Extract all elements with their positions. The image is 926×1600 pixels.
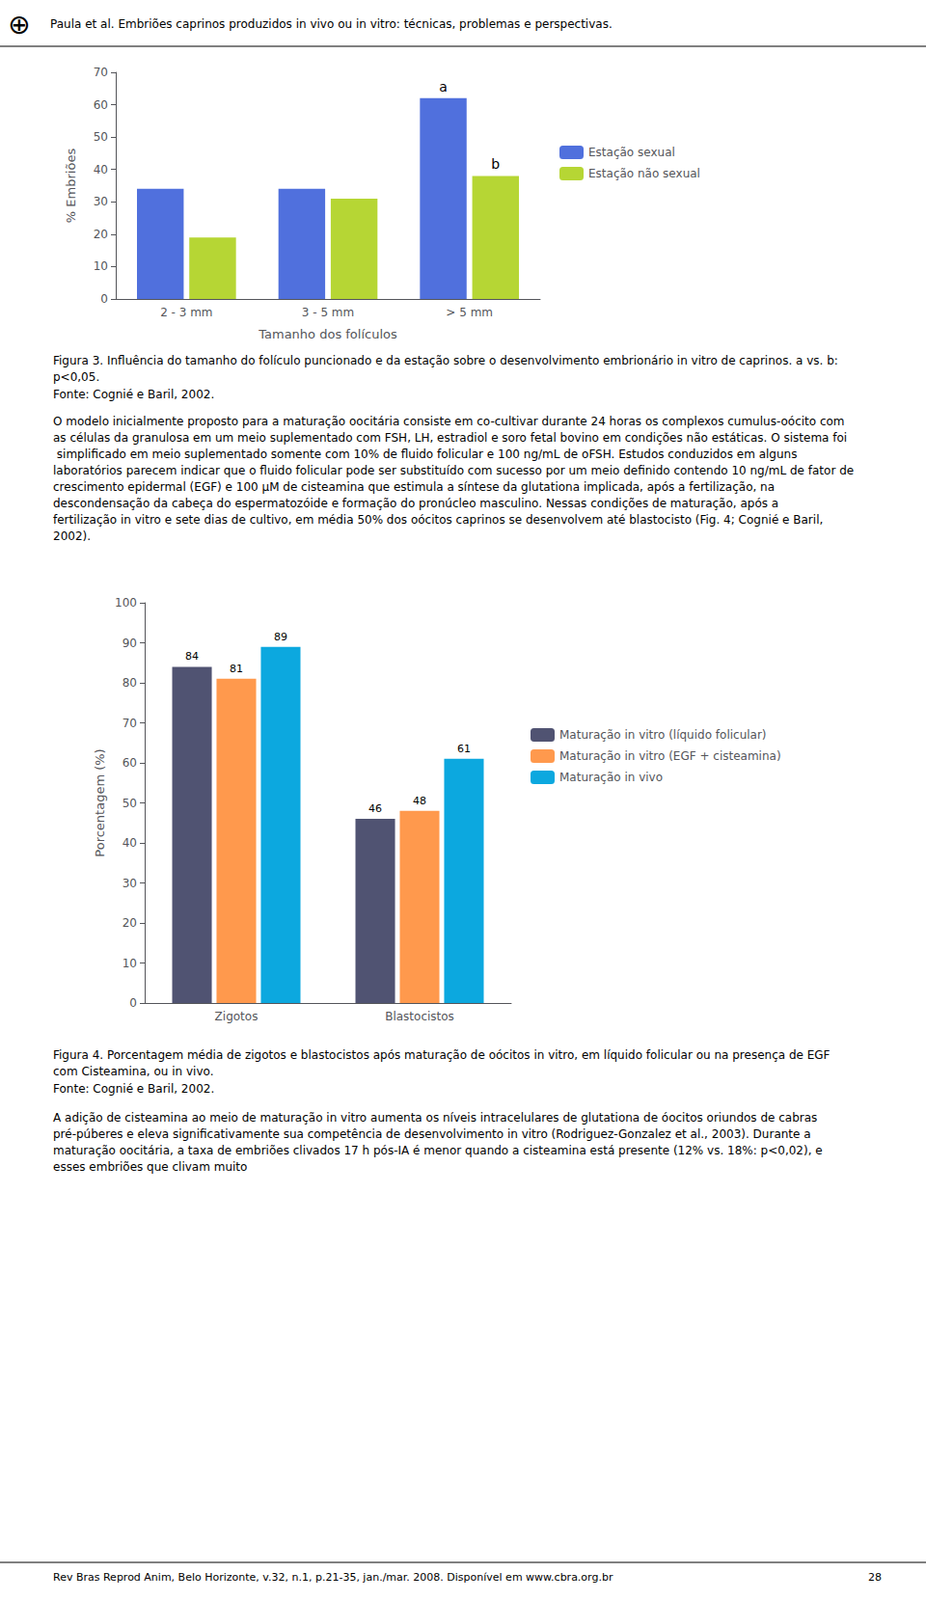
- svg-text:20: 20: [122, 916, 137, 930]
- svg-text:Maturação in vitro (EGF + cist: Maturação in vitro (EGF + cisteamina): [559, 749, 782, 763]
- svg-text:70: 70: [93, 65, 109, 80]
- svg-text:Maturação in vitro (líquido fo: Maturação in vitro (líquido folicular): [559, 728, 767, 742]
- svg-text:p<0,05.: p<0,05.: [53, 370, 100, 384]
- svg-text:pré-púberes e eleva significat: pré-púberes e eleva significativamente s…: [53, 1127, 815, 1142]
- svg-text:28: 28: [868, 1571, 882, 1584]
- svg-text:Tamanho dos folículos: Tamanho dos folículos: [257, 326, 398, 342]
- svg-text:2 - 3 mm: 2 - 3 mm: [160, 305, 213, 320]
- svg-text:descondensação da cabeça do es: descondensação da cabeça do espermatozói…: [53, 496, 783, 511]
- svg-text:0: 0: [129, 996, 137, 1010]
- svg-text:46: 46: [368, 802, 382, 816]
- svg-text:laboratórios parecem indicar q: laboratórios parecem indicar que o fluid…: [53, 463, 858, 478]
- svg-text:40: 40: [122, 836, 137, 850]
- svg-text:20: 20: [93, 227, 109, 242]
- svg-text:Estação não sexual: Estação não sexual: [588, 166, 701, 181]
- svg-text:Maturação in vivo: Maturação in vivo: [559, 770, 663, 785]
- svg-text:as células da granulosa em um: as células da granulosa em um meio suple…: [53, 431, 847, 445]
- svg-text:40: 40: [93, 163, 109, 177]
- svg-text:com Cisteamina, ou in vivo.: com Cisteamina, ou in vivo.: [53, 1064, 214, 1079]
- svg-text:a: a: [438, 79, 448, 95]
- svg-text:Figura 4. Porcentagem média de: Figura 4. Porcentagem média de zigotos e…: [53, 1048, 834, 1063]
- svg-text:Paula et al. Embriões caprinos: Paula et al. Embriões caprinos produzido…: [50, 17, 613, 31]
- svg-text:81: 81: [229, 662, 244, 676]
- svg-text:fertilização in vitro e sete d: fertilização in vitro e sete dias de cul…: [53, 513, 827, 527]
- svg-text:10: 10: [93, 259, 109, 273]
- svg-text:30: 30: [93, 194, 109, 209]
- svg-text:Fonte: Cognié e Baril, 2002.: Fonte: Cognié e Baril, 2002.: [53, 1082, 215, 1096]
- svg-text:⊕: ⊕: [7, 8, 30, 41]
- svg-text:O modelo inicialmente proposto: O modelo inicialmente proposto para a ma…: [53, 414, 848, 429]
- svg-text:2002).: 2002).: [53, 529, 91, 544]
- svg-text:30: 30: [122, 876, 137, 891]
- svg-text:50: 50: [93, 130, 109, 144]
- svg-text:60: 60: [93, 98, 109, 112]
- svg-text:% Embriões: % Embriões: [63, 148, 79, 224]
- svg-text:simplificado em meio suplement: simplificado em meio suplementado soment…: [53, 447, 801, 462]
- svg-text:48: 48: [412, 794, 427, 808]
- svg-text:84: 84: [185, 650, 199, 663]
- svg-text:100: 100: [114, 596, 137, 610]
- svg-text:esses embriões que clivam muit: esses embriões que clivam muito: [53, 1160, 247, 1174]
- svg-text:maturação oocitária, a taxa de: maturação oocitária, a taxa de embriões …: [53, 1143, 827, 1158]
- svg-text:Figura 3. Influência do tamanh: Figura 3. Influência do tamanho do folíc…: [53, 354, 843, 368]
- svg-text:Fonte: Cognié e Baril, 2002.: Fonte: Cognié e Baril, 2002.: [53, 387, 215, 402]
- svg-text:3 - 5 mm: 3 - 5 mm: [301, 305, 355, 320]
- svg-text:Porcentagem (%): Porcentagem (%): [92, 748, 108, 857]
- svg-text:61: 61: [457, 742, 471, 756]
- svg-text:89: 89: [273, 630, 288, 644]
- svg-text:70: 70: [122, 716, 137, 731]
- svg-text:Estação sexual: Estação sexual: [588, 145, 676, 160]
- svg-text:Rev Bras Reprod Anim, Belo Hor: Rev Bras Reprod Anim, Belo Horizonte, v.…: [53, 1571, 614, 1584]
- svg-text:A adição de cisteamina ao meio: A adição de cisteamina ao meio de matura…: [53, 1111, 821, 1125]
- svg-text:10: 10: [122, 956, 137, 971]
- svg-text:crescimento epidermal (EGF) e: crescimento epidermal (EGF) e 100 µM de …: [53, 480, 779, 494]
- svg-text:60: 60: [122, 756, 137, 770]
- svg-text:b: b: [490, 156, 500, 172]
- svg-text:> 5 mm: > 5 mm: [445, 305, 493, 320]
- svg-text:80: 80: [122, 676, 137, 690]
- svg-text:50: 50: [122, 796, 137, 811]
- svg-text:0: 0: [100, 292, 109, 306]
- svg-text:Blastocistos: Blastocistos: [384, 1009, 455, 1024]
- svg-text:90: 90: [122, 636, 137, 651]
- svg-text:Zigotos: Zigotos: [215, 1009, 259, 1024]
